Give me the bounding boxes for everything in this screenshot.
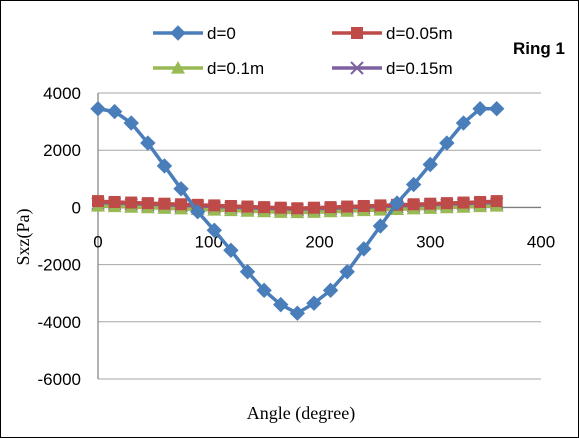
series-1-point-21 bbox=[440, 197, 453, 210]
series-1-point-1 bbox=[108, 195, 121, 208]
series-1-point-12 bbox=[291, 202, 304, 215]
series-1-point-14 bbox=[324, 201, 337, 214]
legend-marker-3 bbox=[350, 61, 364, 75]
series-0-point-2 bbox=[123, 115, 139, 131]
series-1-point-13 bbox=[307, 201, 320, 214]
x-axis-label: Angle (degree) bbox=[247, 403, 355, 424]
y-tick-labels: 4000 2000 0 -2000 -4000 -6000 bbox=[38, 84, 81, 389]
series-0-point-18 bbox=[389, 195, 405, 211]
series-0-point-16 bbox=[356, 241, 372, 257]
series-0-point-13 bbox=[306, 295, 322, 311]
series-0-point-17 bbox=[372, 218, 389, 234]
y-tick-label-3: -2000 bbox=[38, 256, 81, 275]
series-1-point-16 bbox=[357, 199, 370, 212]
series-0-point-5 bbox=[173, 181, 189, 197]
series-1-point-5 bbox=[175, 198, 188, 211]
legend-label-3: d=0.15m bbox=[386, 59, 453, 78]
series-1 bbox=[92, 195, 503, 215]
series-0-point-7 bbox=[206, 222, 222, 238]
series-0-point-10 bbox=[256, 282, 272, 299]
series-1-point-0 bbox=[92, 195, 104, 208]
x-tick-label-0: 0 bbox=[93, 232, 102, 251]
legend-item-0: d=0 bbox=[153, 24, 236, 43]
series-group bbox=[90, 101, 505, 321]
series-0-point-23 bbox=[472, 101, 488, 117]
x-tick-label-4: 400 bbox=[527, 232, 555, 251]
series-1-point-7 bbox=[208, 199, 221, 212]
series-1-point-17 bbox=[374, 199, 387, 212]
series-1-point-9 bbox=[241, 200, 254, 213]
chart-title: Ring 1 bbox=[513, 39, 565, 58]
legend-item-1: d=0.05m bbox=[332, 24, 453, 43]
series-1-point-20 bbox=[424, 197, 437, 210]
series-0-point-1 bbox=[106, 103, 123, 120]
x-tick-label-2: 200 bbox=[305, 232, 333, 251]
legend-marker-0 bbox=[170, 25, 186, 41]
y-axis-label: Sxz(Pa) bbox=[13, 209, 34, 266]
series-0-point-15 bbox=[339, 264, 355, 280]
series-0-point-24 bbox=[488, 101, 505, 117]
y-tick-label-1: 2000 bbox=[43, 141, 81, 160]
series-1-point-3 bbox=[141, 197, 154, 210]
series-1-point-23 bbox=[474, 195, 487, 208]
series-0-point-6 bbox=[189, 203, 206, 220]
series-1-point-19 bbox=[407, 198, 420, 211]
series-0-point-9 bbox=[239, 264, 256, 280]
series-0-point-21 bbox=[439, 135, 455, 151]
series-1-point-15 bbox=[341, 200, 354, 213]
series-1-point-24 bbox=[490, 195, 503, 208]
y-tick-label-5: -6000 bbox=[38, 370, 81, 389]
series-0-point-8 bbox=[223, 242, 239, 259]
series-1-point-11 bbox=[274, 201, 287, 214]
series-0-point-19 bbox=[405, 176, 422, 193]
y-tick-label-0: 4000 bbox=[43, 84, 81, 103]
series-0 bbox=[90, 101, 505, 321]
legend-label-0: d=0 bbox=[207, 24, 236, 43]
legend-label-2: d=0.1m bbox=[207, 59, 264, 78]
series-0-point-0 bbox=[90, 101, 106, 117]
legend-item-2: d=0.1m bbox=[153, 59, 264, 78]
x-tick-label-1: 100 bbox=[195, 232, 223, 251]
legend-label-1: d=0.05m bbox=[386, 24, 453, 43]
y-tick-label-4: -4000 bbox=[38, 313, 81, 332]
series-0-point-3 bbox=[140, 135, 156, 151]
series-0-point-22 bbox=[455, 115, 472, 131]
series-1-point-8 bbox=[224, 199, 237, 212]
legend-marker-2 bbox=[171, 61, 185, 74]
legend-item-3: d=0.15m bbox=[332, 59, 453, 78]
series-0-point-14 bbox=[322, 282, 339, 299]
series-1-point-2 bbox=[125, 196, 138, 209]
series-0-point-11 bbox=[273, 296, 289, 313]
series-0-point-20 bbox=[422, 156, 438, 173]
series-1-point-4 bbox=[158, 197, 171, 210]
y-tick-label-2: 0 bbox=[72, 198, 81, 217]
legend-marker-1 bbox=[351, 27, 363, 39]
series-1-point-10 bbox=[258, 201, 271, 214]
x-tick-label-3: 300 bbox=[416, 232, 444, 251]
legend: d=0 d=0.05m d=0.1m d=0.15m bbox=[153, 24, 453, 78]
series-0-point-12 bbox=[289, 305, 306, 321]
x-tick-labels: 0 100 200 300 400 bbox=[93, 232, 555, 251]
series-1-point-22 bbox=[457, 196, 470, 209]
series-0-point-4 bbox=[156, 158, 173, 174]
